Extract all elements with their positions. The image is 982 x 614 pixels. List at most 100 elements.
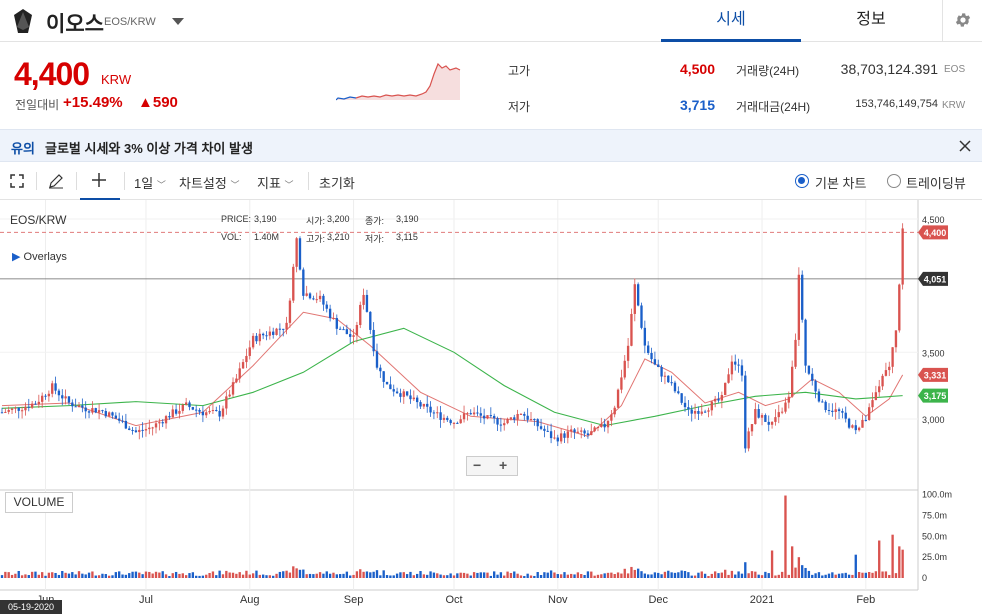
volume-bar — [489, 575, 493, 578]
volume-bar — [258, 574, 261, 578]
price-marker-badge — [918, 388, 948, 403]
volume-bar — [891, 534, 894, 578]
candle-body — [744, 375, 747, 449]
volume-bar — [436, 573, 439, 578]
candle-body — [295, 238, 298, 267]
candle-body — [874, 392, 878, 401]
zoom-in-button[interactable]: + — [499, 457, 508, 473]
volume-bar — [657, 572, 660, 578]
candle-body — [817, 391, 821, 402]
candle-body — [37, 401, 41, 405]
volume-bar — [322, 573, 325, 578]
volume-bar — [493, 571, 496, 578]
volume-bar — [854, 554, 857, 578]
interval-dropdown[interactable]: 1일 ﹀ — [134, 173, 166, 192]
candle-body — [596, 427, 600, 429]
volume-bar — [64, 572, 67, 578]
candle-body — [616, 389, 620, 408]
candle-body — [141, 429, 144, 431]
candle-body — [34, 403, 37, 405]
candle-body — [606, 420, 610, 428]
candle-body — [476, 412, 479, 414]
candle-body — [255, 335, 258, 342]
price-chart[interactable]: JunJulAugSepOctNovDec2021Feb4,5003,5003,… — [0, 200, 982, 614]
tab-price[interactable]: 시세 — [661, 0, 801, 42]
candle-body — [171, 409, 174, 418]
volume-tick-label: 75.0m — [922, 511, 947, 521]
candle-body — [613, 407, 616, 415]
candle-body — [727, 374, 730, 383]
candle-body — [218, 410, 221, 417]
candle-body — [395, 391, 399, 394]
candle-body — [549, 431, 553, 439]
reset-button[interactable]: 초기화 — [319, 176, 355, 191]
candle-body — [198, 409, 201, 412]
indicators-dropdown[interactable]: 지표 ﹀ — [257, 173, 294, 192]
candle-body — [446, 417, 449, 421]
volume-bar — [807, 570, 811, 578]
candle-body — [687, 407, 690, 410]
price-tick-label: 3,500 — [922, 348, 945, 358]
coin-selector-caret-icon[interactable] — [172, 18, 184, 25]
volume-bar — [4, 571, 7, 578]
volume-bar — [573, 574, 576, 578]
high-label: 고가 — [508, 64, 531, 78]
chart-settings-dropdown[interactable]: 차트설정 ﹀ — [179, 173, 239, 192]
candle-body — [459, 419, 462, 424]
volume-bar — [104, 574, 107, 578]
tradingview-label[interactable]: 트레이딩뷰 — [906, 176, 966, 191]
candle-body — [456, 422, 459, 424]
volume-bar — [131, 571, 134, 578]
candle-body — [144, 429, 148, 431]
candle-body — [827, 410, 831, 412]
volume-bar — [315, 573, 318, 578]
volume-bar — [218, 570, 221, 578]
candlestick-chart-svg[interactable]: JunJulAugSepOctNovDec2021Feb4,5003,5003,… — [0, 200, 982, 614]
sparkline-chart — [336, 62, 461, 101]
volume-bar — [693, 575, 697, 578]
volume-bar — [389, 575, 392, 578]
candle-body — [513, 417, 516, 420]
volume-bar — [790, 546, 794, 578]
volume-bar — [754, 571, 757, 578]
candle-body — [231, 382, 235, 395]
volume-bar — [24, 574, 27, 578]
volume-bar — [529, 575, 533, 578]
volume-bar — [37, 574, 41, 578]
volume-bar — [292, 566, 295, 578]
zoom-out-button[interactable]: − — [473, 457, 482, 473]
candle-body — [593, 427, 596, 432]
volume-bar — [352, 574, 355, 578]
volume-bar — [382, 570, 385, 578]
volume-bar — [901, 549, 904, 578]
settings-button[interactable] — [942, 0, 982, 42]
candle-body — [275, 328, 278, 335]
crosshair-date-badge: 05-19-2020 — [0, 600, 63, 614]
candle-body — [402, 391, 405, 397]
candle-body — [734, 361, 737, 365]
candle-body — [697, 411, 700, 414]
volume-bar — [847, 574, 851, 578]
tradingview-radio[interactable] — [887, 174, 901, 188]
volume-bar — [707, 576, 710, 578]
candle-body — [328, 308, 332, 319]
candle-body — [610, 414, 613, 421]
fullscreen-icon[interactable] — [10, 174, 24, 188]
candle-body — [305, 293, 308, 296]
volume-bar — [864, 572, 867, 578]
pencil-icon[interactable] — [48, 173, 64, 189]
volume-bar — [188, 573, 191, 578]
crosshair-tool-button[interactable] — [80, 162, 120, 200]
volume-bar — [405, 574, 409, 578]
basic-chart-radio[interactable] — [795, 174, 809, 188]
candle-body — [623, 360, 626, 378]
volume-bar — [566, 574, 570, 578]
close-icon[interactable] — [957, 138, 973, 154]
overlays-toggle[interactable]: ▶ Overlays — [12, 250, 67, 263]
volume-bar — [0, 575, 4, 578]
volume-24h-label: 거래량(24H) — [736, 64, 800, 78]
candle-body — [174, 409, 178, 414]
basic-chart-label[interactable]: 기본 차트 — [815, 176, 867, 191]
volume-bar — [703, 573, 707, 578]
tab-info[interactable]: 정보 — [856, 11, 886, 28]
